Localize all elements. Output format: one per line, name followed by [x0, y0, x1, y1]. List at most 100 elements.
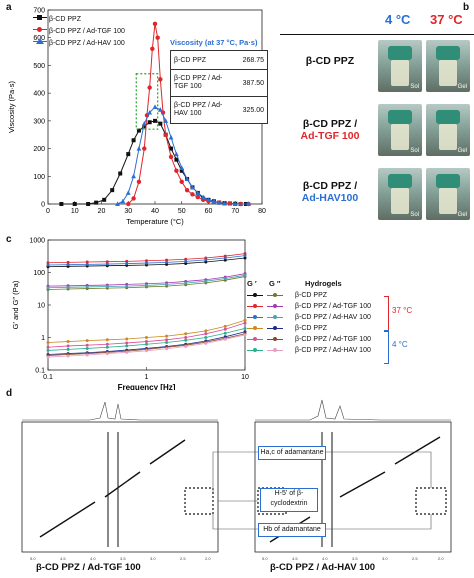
data-point — [204, 279, 208, 283]
x-tick-label: 1 — [145, 374, 149, 381]
data-point — [141, 121, 147, 126]
b-row-label-ppz: β-CD PPZ — [305, 55, 355, 67]
data-point — [168, 134, 174, 140]
label-hb-adamantane: Hb of adamantane — [258, 523, 326, 537]
data-point — [46, 348, 50, 352]
data-point — [195, 194, 200, 200]
svg-text:2.5: 2.5 — [412, 556, 418, 561]
data-point — [223, 337, 227, 341]
data-point — [131, 138, 136, 143]
data-point — [184, 338, 188, 342]
x-tick-label: 40 — [151, 208, 159, 215]
y-tick-label: 700 — [33, 8, 45, 15]
data-point — [136, 145, 142, 151]
data-point — [125, 337, 129, 341]
data-point — [243, 333, 247, 337]
data-point — [223, 324, 227, 328]
panel-letter-d: d — [6, 388, 13, 399]
data-point — [66, 260, 70, 264]
y-tick-label: 100 — [33, 270, 45, 277]
rheology-legend-header: G ′ G ″ Hydrogels — [247, 279, 342, 288]
photo-ppz-37c: Gel — [426, 40, 470, 92]
data-point — [145, 349, 148, 353]
data-point — [223, 256, 227, 260]
data-point — [66, 340, 70, 344]
rheology-legend-label: β-CD PPZ — [295, 292, 328, 299]
legend-item-hav: β-CD PPZ / Ad-HAV 100 — [33, 38, 125, 50]
data-point — [46, 263, 50, 267]
y-tick-label: 1 — [41, 335, 45, 342]
data-point — [243, 254, 247, 258]
rheology-legend-row: β-CD PPZ — [247, 290, 371, 301]
data-point — [206, 197, 211, 202]
data-point — [142, 124, 147, 129]
data-point — [152, 21, 158, 27]
temp-4c-label: 4 °C — [392, 340, 408, 349]
y-tick-label: 400 — [33, 91, 45, 98]
data-point — [204, 258, 208, 262]
header-4c: 4 °C — [385, 12, 411, 27]
highlight-box — [135, 73, 159, 130]
data-point — [125, 262, 129, 266]
y-tick-label: 1000 — [29, 238, 45, 245]
rheology-chart: 0.1 1 10 0.1 1 10 100 1000 Frequency [Hz] G′ and … — [11, 238, 249, 391]
panel-letter-a: a — [6, 2, 12, 13]
data-point — [125, 284, 129, 288]
data-point — [46, 341, 50, 345]
rheology-legend-row: β-CD PPZ / Ad-TGF 100 — [247, 334, 371, 345]
data-point — [204, 260, 208, 264]
data-point — [211, 198, 217, 204]
data-point — [105, 285, 109, 289]
svg-text:3.0: 3.0 — [150, 556, 156, 561]
data-point — [179, 168, 184, 173]
data-point — [46, 345, 50, 349]
data-point — [184, 344, 188, 348]
legend-item-ppz: β-CD PPZ — [33, 14, 125, 26]
data-point — [158, 121, 163, 126]
data-point — [125, 190, 131, 195]
data-point — [125, 350, 129, 354]
data-point — [184, 187, 190, 193]
svg-text:2.5: 2.5 — [180, 556, 186, 561]
data-point — [155, 35, 160, 40]
rheology-legend-label: β-CD PPZ / Ad-TGF 100 — [295, 303, 371, 310]
data-point — [184, 176, 190, 182]
svg-text:2.0: 2.0 — [438, 556, 444, 561]
data-point — [169, 146, 174, 151]
rheology-legend: G ′ G ″ Hydrogels β-CD PPZ β-CD PPZ / Ad-… — [247, 278, 371, 356]
data-point — [165, 347, 169, 351]
svg-text:4.0: 4.0 — [322, 556, 328, 561]
data-point — [86, 202, 91, 206]
y-tick-label: 0 — [41, 202, 45, 209]
rheology-legend-row: β-CD PPZ / Ad-TGF 100 — [247, 301, 371, 312]
temp-37c-label: 37 °C — [392, 306, 413, 315]
x-tick-label: 50 — [178, 208, 186, 215]
data-point — [174, 157, 179, 162]
data-point — [147, 120, 152, 125]
data-point — [105, 352, 109, 356]
data-point — [59, 202, 64, 206]
data-point — [204, 341, 208, 345]
data-point — [102, 197, 107, 202]
data-point — [105, 260, 109, 264]
rheology-legend-row: β-CD PPZ — [247, 323, 371, 334]
data-point — [184, 257, 188, 261]
data-point — [190, 184, 195, 190]
data-point — [66, 347, 70, 351]
data-point — [125, 341, 129, 345]
svg-text:4.5: 4.5 — [292, 556, 298, 561]
data-point — [163, 132, 168, 137]
x-tick-label: 10 — [241, 374, 249, 381]
inset-title: Viscosity (at 37 °C, Pa·s) — [170, 38, 258, 47]
data-point — [195, 190, 201, 195]
inset-row-tgf: β-CD PPZ / Ad-TGF 100 387.50 — [171, 70, 267, 97]
panel-b-rule — [280, 34, 474, 35]
data-point — [246, 201, 252, 206]
data-point — [184, 259, 188, 263]
data-point — [85, 346, 89, 350]
data-point — [85, 343, 89, 347]
photo-tgf-4c: Sol — [378, 104, 422, 156]
header-37c: 37 °C — [430, 12, 463, 27]
data-point — [243, 318, 247, 322]
data-point — [243, 256, 247, 260]
